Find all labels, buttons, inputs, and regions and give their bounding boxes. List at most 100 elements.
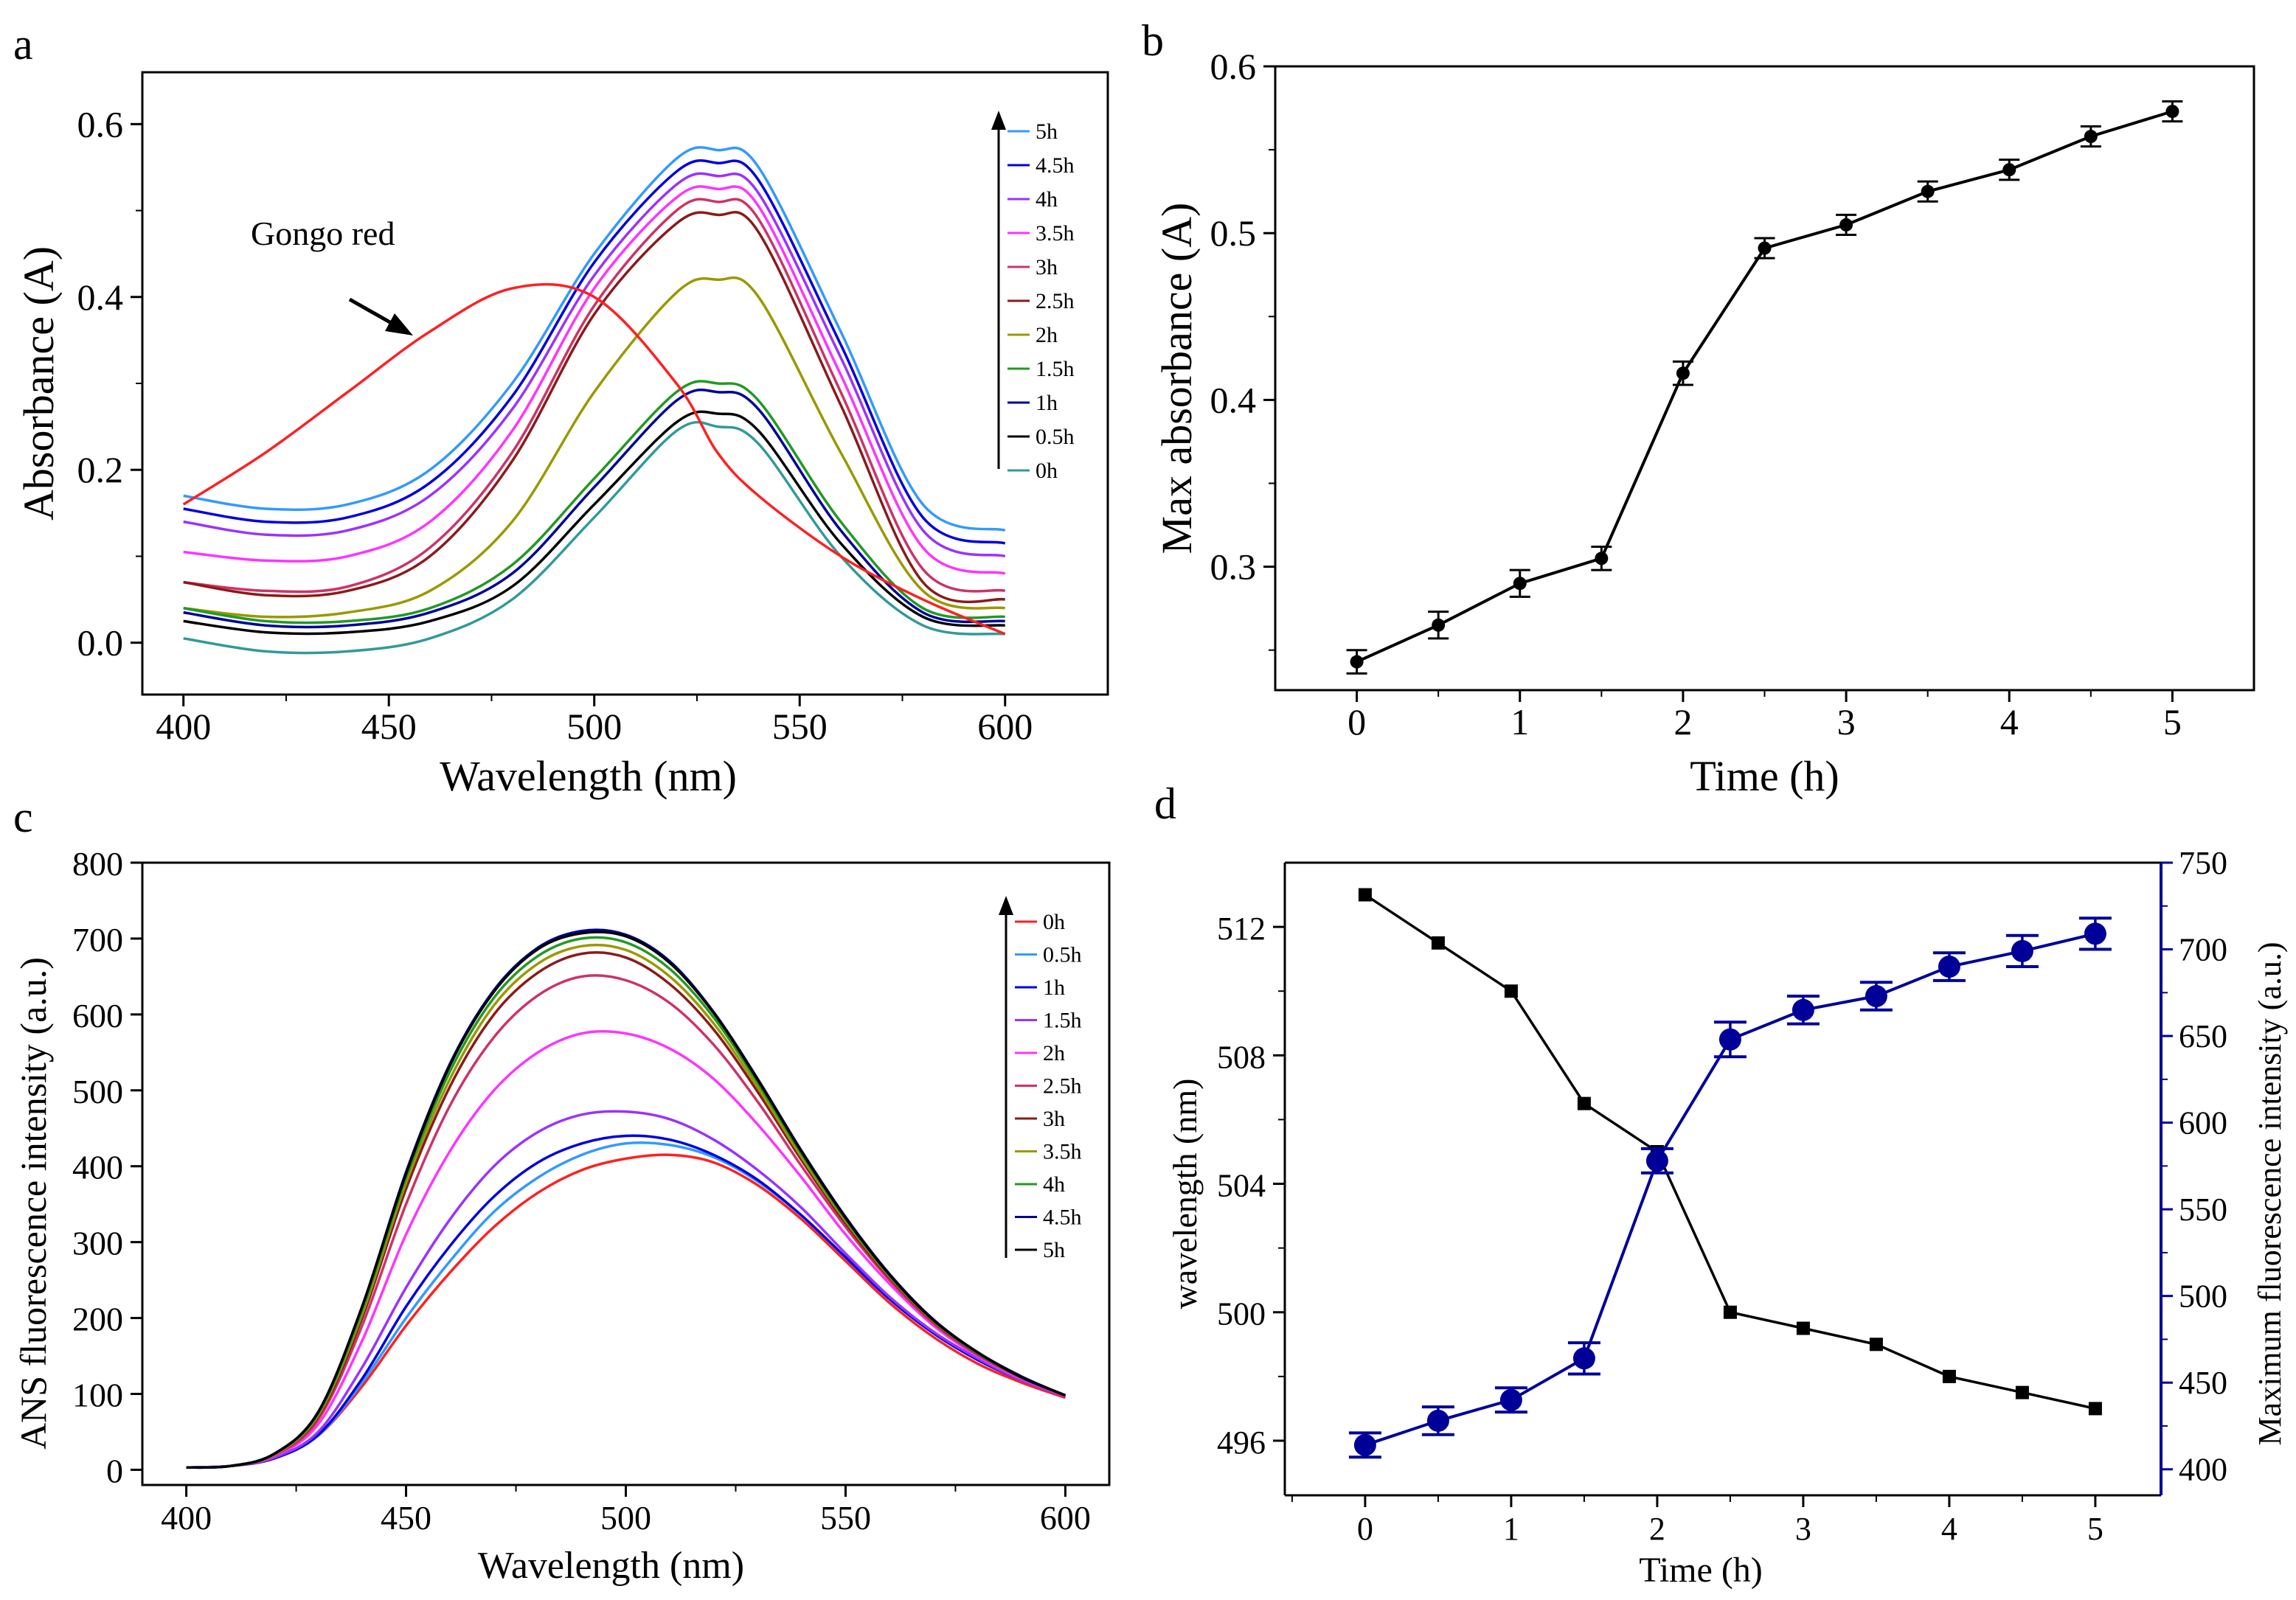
- x-axis-title: Wavelength (nm): [478, 1545, 744, 1587]
- x-tick-label: 400: [156, 706, 211, 747]
- y-axis-title: Max absorbance (A): [1153, 203, 1201, 554]
- series-line-4.5h: [186, 928, 1067, 1469]
- data-point-circle: [1499, 1388, 1522, 1411]
- y2-tick-label: 650: [2179, 1018, 2227, 1054]
- data-point: [1758, 241, 1772, 255]
- x-tick-label: 5: [2163, 701, 2182, 742]
- x-tick-label: 2: [1649, 1511, 1665, 1547]
- y-tick-label: 496: [1217, 1425, 1266, 1461]
- series-line-1h: [186, 1134, 1066, 1469]
- legend-label: 4h: [1043, 1172, 1065, 1197]
- x-axis-title: Wavelength (nm): [440, 752, 737, 800]
- panel-b-frame: [1274, 65, 2255, 692]
- x-tick-label: 600: [977, 706, 1033, 747]
- series-line-gongo-red: [182, 282, 1006, 636]
- legend-label: 2h: [1043, 1041, 1065, 1065]
- legend-label: 3.5h: [1043, 1140, 1082, 1164]
- legend-label: 2.5h: [1043, 1074, 1082, 1099]
- y-axis-title: wavelength (nm): [1166, 1079, 1204, 1309]
- data-point-circle: [2084, 922, 2106, 945]
- x-tick-label: 400: [161, 1499, 212, 1537]
- series-line-5h: [186, 931, 1067, 1469]
- y-tick-label: 512: [1217, 911, 1266, 947]
- y2-tick-label: 550: [2179, 1192, 2227, 1228]
- x-tick-label: 0: [1348, 701, 1366, 742]
- legend-label: 0h: [1036, 459, 1058, 483]
- y-tick-label: 700: [72, 921, 123, 959]
- series-line-4h: [183, 172, 1006, 558]
- series-line-max-intensity: [1364, 932, 2096, 1447]
- panel-c-frame: [141, 861, 1111, 1486]
- y2-tick-label: 700: [2179, 932, 2227, 968]
- y-tick-label: 0.0: [77, 622, 124, 664]
- data-point: [1595, 552, 1609, 566]
- series-line-2.5h: [186, 974, 1067, 1469]
- series-line-4.5h: [183, 159, 1006, 545]
- panel-label-d: d: [1154, 779, 1176, 828]
- annotation-arrow-shaft: [348, 297, 395, 327]
- data-point-square: [1358, 888, 1372, 902]
- legend-label: 0h: [1043, 910, 1065, 934]
- series-line-0h: [183, 420, 1005, 655]
- x-axis-title: Time (h): [1690, 752, 1839, 800]
- y-tick-label: 0.6: [1210, 46, 1257, 87]
- legend-label: 2.5h: [1036, 289, 1075, 313]
- panel-label-c: c: [13, 793, 33, 841]
- series-line-1.5h: [183, 380, 1005, 625]
- data-point: [1839, 218, 1853, 232]
- y-tick-label: 0.5: [1210, 212, 1257, 254]
- series-line-2.5h: [183, 211, 1006, 604]
- x-tick-label: 3: [1795, 1511, 1811, 1547]
- annotation-arrow-head: [385, 313, 413, 335]
- data-point-circle: [2011, 939, 2033, 962]
- legend-arrow-head: [999, 896, 1013, 915]
- y-tick-label: 200: [72, 1301, 123, 1338]
- y2-tick-label: 500: [2179, 1279, 2227, 1315]
- series-line-3.5h: [183, 185, 1006, 575]
- series-line-3h: [186, 951, 1067, 1469]
- data-point-circle: [1353, 1433, 1376, 1456]
- legend-label: 1.5h: [1043, 1009, 1082, 1033]
- x-tick-label: 2: [1674, 701, 1692, 742]
- legend-label: 4.5h: [1036, 153, 1075, 178]
- legend-label: 3.5h: [1036, 221, 1075, 246]
- data-point-square: [1869, 1338, 1883, 1352]
- series-line-5h: [183, 146, 1006, 532]
- x-tick-label: 4: [1941, 1511, 1957, 1547]
- data-point-circle: [1792, 998, 1814, 1021]
- y-tick-label: 0: [106, 1452, 123, 1489]
- legend-label: 1.5h: [1036, 357, 1075, 381]
- series-line-3.5h: [186, 943, 1067, 1469]
- x-tick-label: 0: [1357, 1511, 1373, 1547]
- legend-label: 1h: [1043, 975, 1065, 1000]
- panel-d-wavelength-intensity: 0 1 2 3 4 5 496 500 504 508 512 400 450 500 550 600 650 7…: [1166, 845, 2288, 1590]
- data-point: [2084, 130, 2098, 144]
- legend-label: 3h: [1036, 255, 1058, 279]
- y-tick-label: 100: [72, 1376, 123, 1413]
- y-tick-label: 500: [72, 1073, 123, 1110]
- y-tick-label: 0.4: [1210, 379, 1257, 420]
- x-tick-label: 5: [2087, 1511, 2103, 1547]
- x-tick-label: 3: [1837, 701, 1856, 742]
- x-tick-label: 600: [1040, 1499, 1091, 1537]
- series-line-wavelength: [1364, 894, 2096, 1411]
- series-line-1.5h: [186, 1110, 1066, 1469]
- data-point-circle: [1572, 1347, 1595, 1370]
- data-point-circle: [1645, 1149, 1668, 1172]
- x-tick-label: 1: [1511, 701, 1529, 742]
- x-tick-label: 450: [361, 706, 417, 747]
- panel-label-a: a: [13, 20, 33, 69]
- data-point-circle: [1426, 1409, 1449, 1432]
- data-point: [1676, 366, 1690, 380]
- panel-b-max-absorbance: 0 1 2 3 4 5 0.3 0.4 0.5 0.6 Time (h) Max absorbance…: [1153, 46, 2255, 800]
- panel-label-b: b: [1142, 16, 1164, 65]
- legend-label: 2h: [1036, 323, 1058, 347]
- x-tick-label: 550: [820, 1499, 871, 1537]
- y-tick-label: 0.3: [1210, 546, 1257, 588]
- y-tick-label: 400: [72, 1149, 123, 1186]
- series-line-1h: [183, 389, 1005, 629]
- series-line-2h: [186, 1029, 1067, 1469]
- series-line-4h: [186, 936, 1067, 1469]
- y-tick-label: 0.4: [77, 276, 124, 318]
